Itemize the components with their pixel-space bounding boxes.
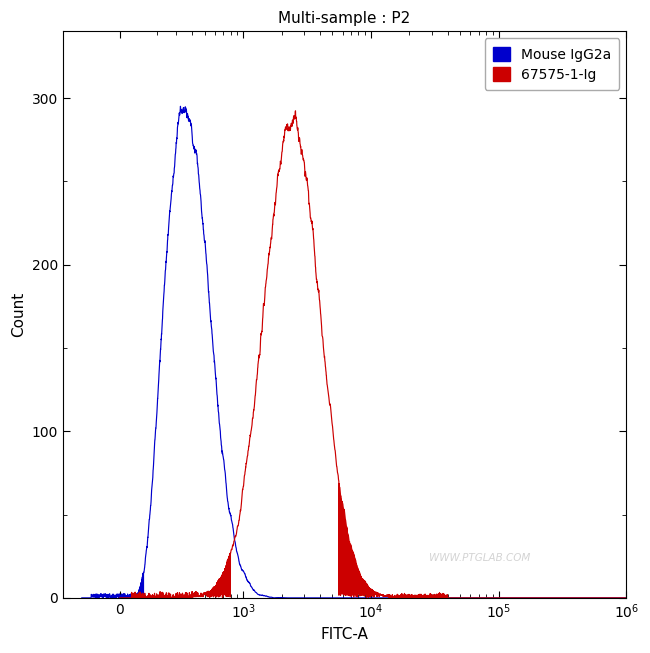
Y-axis label: Count: Count: [11, 292, 26, 338]
Mouse IgG2a: [463, 594, 471, 602]
67575-1-Ig: [622, 594, 630, 602]
Mouse IgG2a: [522, 594, 530, 602]
67575-1-Ig: [549, 594, 556, 602]
Mouse IgG2a: [622, 594, 630, 602]
Legend: Mouse IgG2a, 67575-1-Ig: Mouse IgG2a, 67575-1-Ig: [485, 39, 619, 90]
67575-1-Ig: [122, 594, 129, 602]
67575-1-Ig: [281, 126, 289, 134]
Text: WWW.PTGLAB.COM: WWW.PTGLAB.COM: [429, 553, 530, 564]
Line: 67575-1-Ig: 67575-1-Ig: [120, 111, 626, 598]
67575-1-Ig: [129, 594, 136, 602]
Mouse IgG2a: [146, 516, 153, 524]
X-axis label: FITC-A: FITC-A: [320, 627, 369, 642]
Mouse IgG2a: [177, 103, 185, 110]
67575-1-Ig: [292, 107, 300, 115]
Mouse IgG2a: [116, 594, 124, 602]
67575-1-Ig: [344, 530, 352, 538]
Mouse IgG2a: [309, 594, 317, 602]
Mouse IgG2a: [131, 590, 138, 598]
Title: Multi-sample : P2: Multi-sample : P2: [278, 11, 411, 26]
Mouse IgG2a: [78, 594, 86, 602]
67575-1-Ig: [398, 592, 406, 600]
67575-1-Ig: [116, 594, 124, 602]
Line: Mouse IgG2a: Mouse IgG2a: [82, 106, 626, 598]
